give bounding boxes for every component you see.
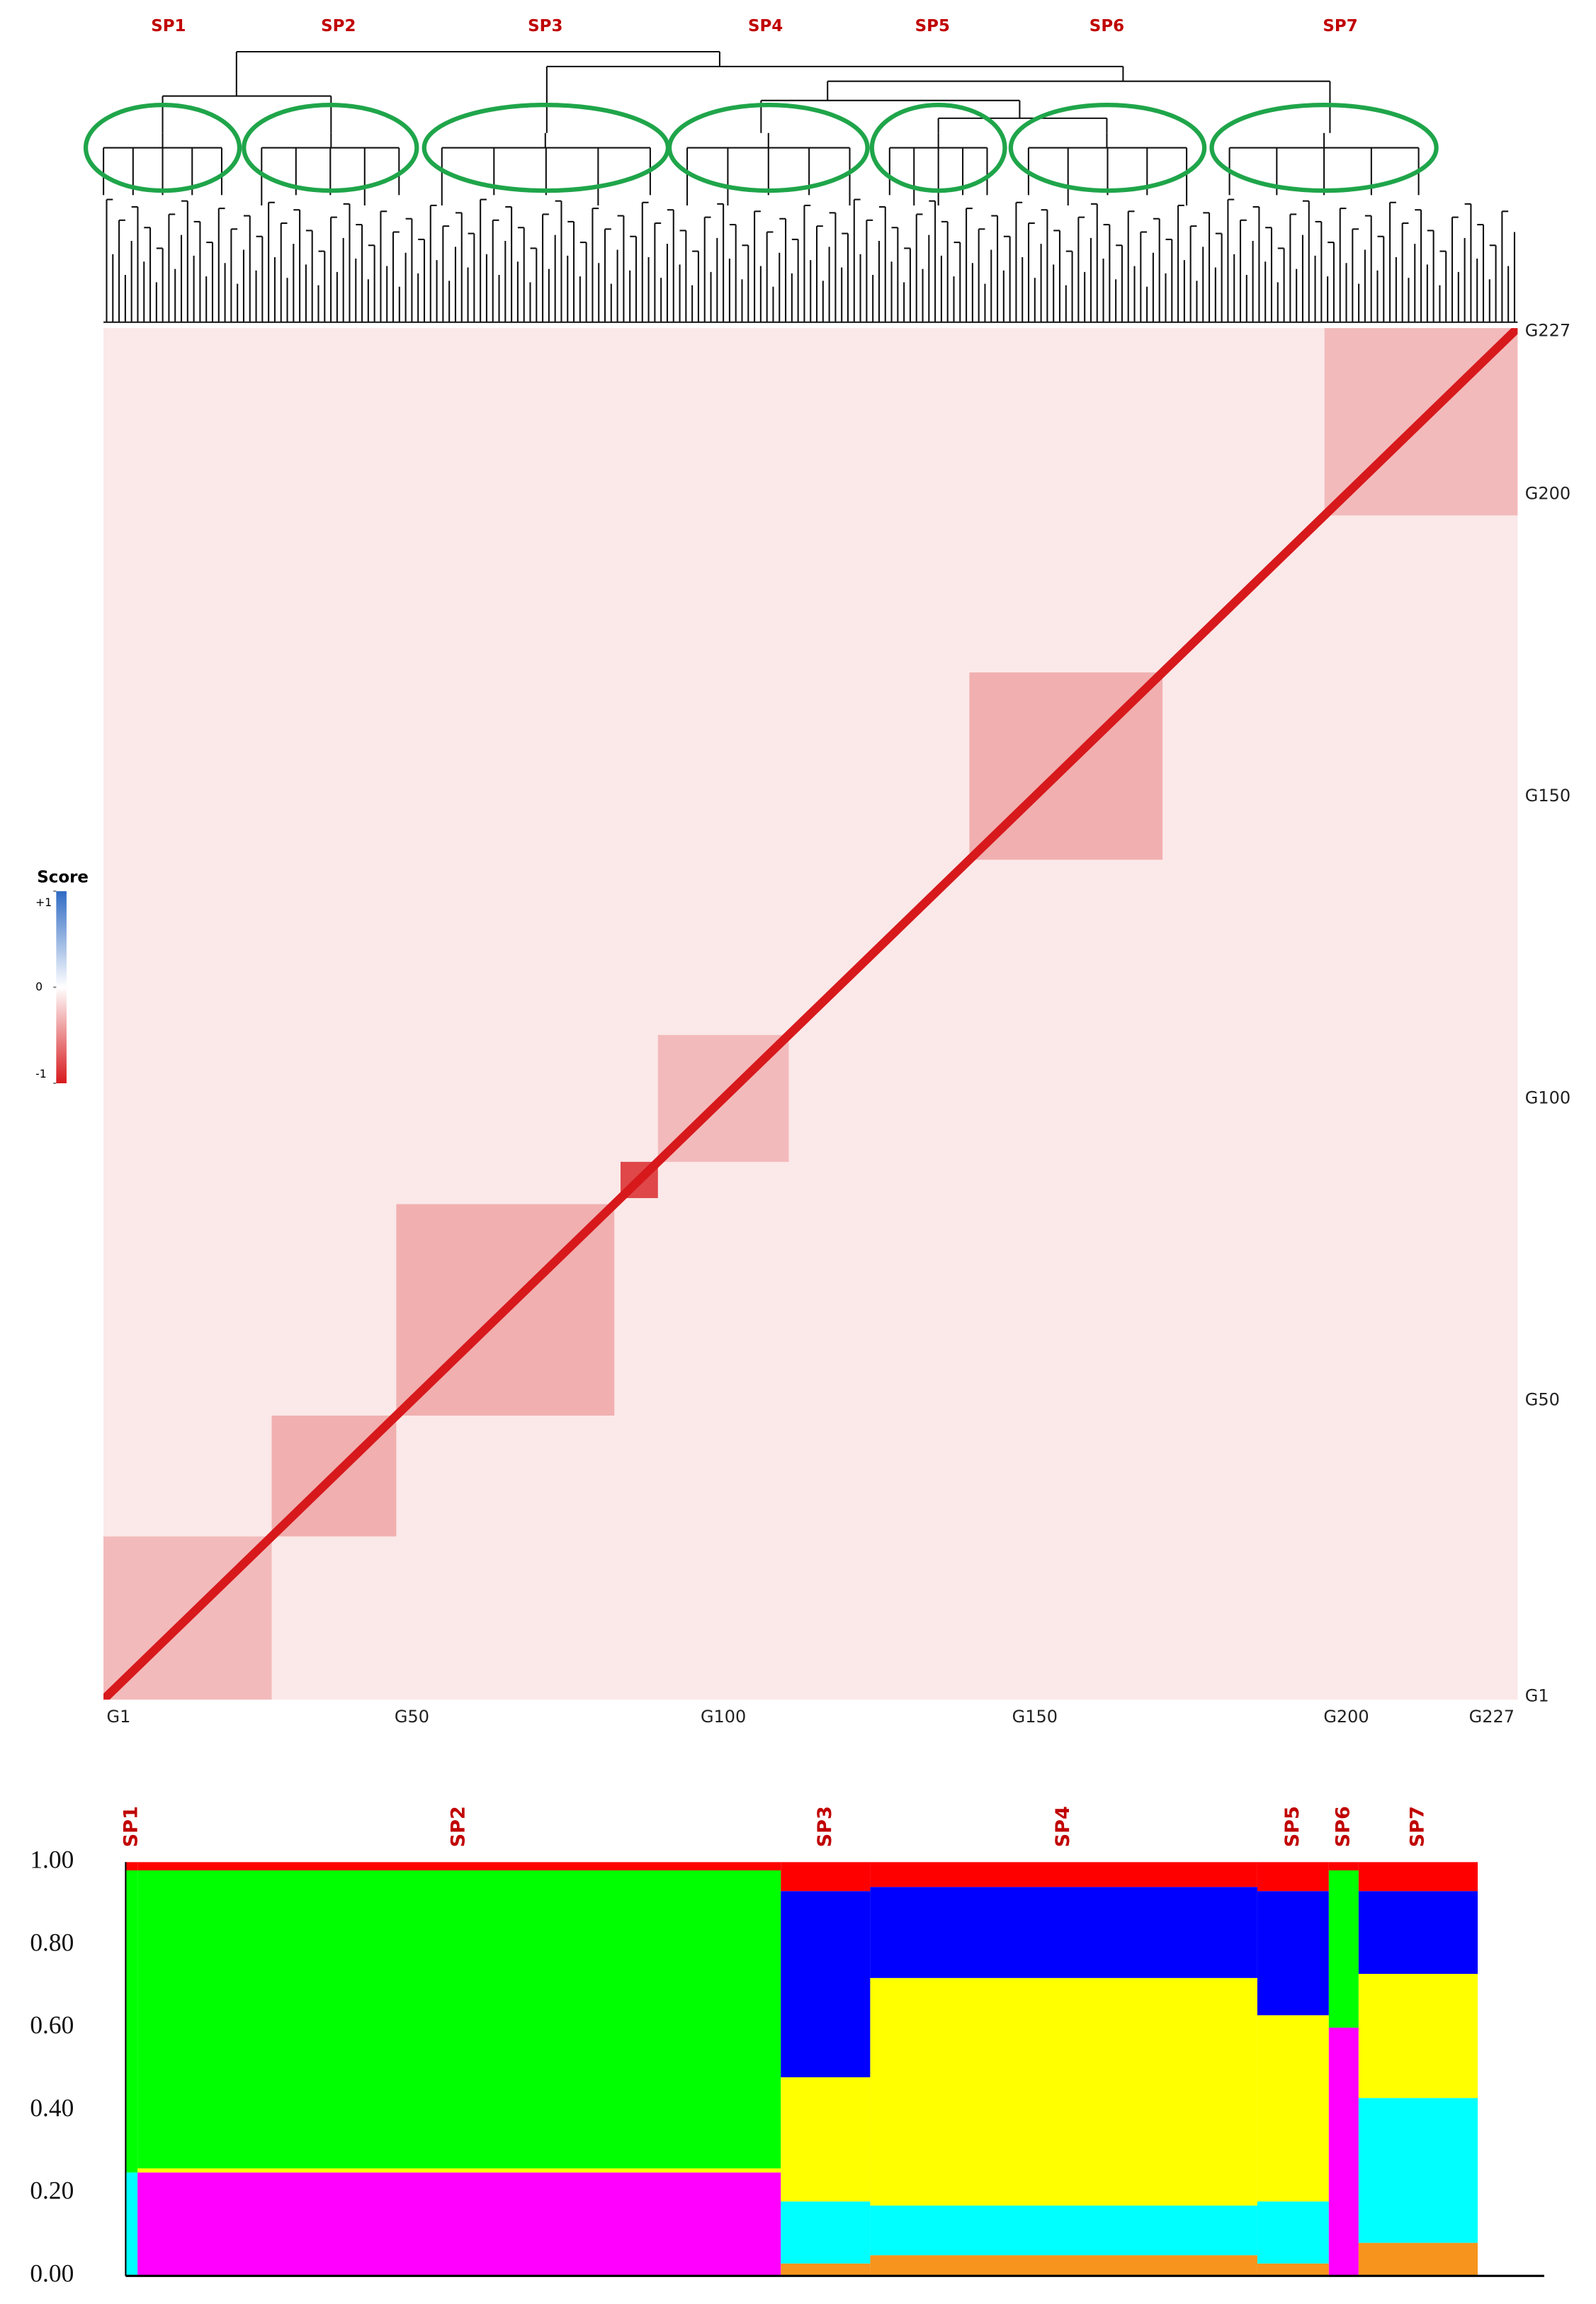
cluster-label: SP2 [321, 17, 356, 35]
group-label: SP6 [1332, 1806, 1354, 1847]
colorbar-tick-label: 0 [35, 980, 43, 993]
y-tick-label: 0.40 [30, 2094, 74, 2122]
bar-segment [1328, 1870, 1359, 2028]
colorbar-title: Score [37, 869, 89, 887]
bar-segment [1358, 1973, 1478, 2099]
colorbar-tick-label: -1 [35, 1067, 47, 1080]
bar-segment [137, 2172, 781, 2276]
bar-segment [870, 1977, 1257, 2206]
cluster-ellipse [1209, 102, 1439, 193]
heatmap-diagonal [103, 328, 1518, 1700]
y-tick-label: 0.80 [30, 1928, 74, 1956]
cluster-ellipse [869, 102, 1007, 193]
cluster-ellipse [83, 102, 242, 193]
bar-segment [1257, 1891, 1329, 2016]
x-tick-label: G100 [701, 1707, 746, 1727]
colorbar [56, 891, 67, 1084]
bar-segment [137, 1870, 781, 2169]
cluster-label: SP6 [1090, 17, 1124, 35]
group-label: SP3 [814, 1806, 836, 1847]
colorbar-tick-label: +1 [35, 896, 52, 909]
bar-segment [125, 1870, 138, 2173]
y-tick-label: G200 [1525, 484, 1570, 504]
y-tick-label: 0.60 [30, 2011, 74, 2039]
bar-segment [1257, 1862, 1329, 1892]
bar-segment [125, 2172, 138, 2276]
group-label: SP7 [1406, 1806, 1428, 1847]
y-tick-label: G50 [1525, 1390, 1560, 1410]
cluster-label: SP3 [528, 17, 562, 35]
y-tick-label: 1.00 [30, 1845, 74, 1873]
bar-segment [1257, 2015, 1329, 2202]
bar-segment [781, 1862, 871, 1892]
cluster-label: SP7 [1323, 17, 1357, 35]
bar-segment [870, 2206, 1257, 2256]
bar-segment [781, 2201, 871, 2264]
cluster-label: SP4 [748, 17, 783, 35]
x-tick-label: G1 [106, 1707, 130, 1727]
group-label: SP4 [1052, 1806, 1074, 1847]
group-label: SP2 [448, 1806, 470, 1847]
bar-segment [137, 1862, 781, 1870]
group-label: SP5 [1281, 1806, 1303, 1847]
y-tick-label: G227 [1525, 320, 1570, 340]
bar-segment [125, 1862, 138, 1870]
y-tick-label: G100 [1525, 1088, 1570, 1107]
x-tick-label: G200 [1323, 1707, 1369, 1727]
bar-segment [1358, 1862, 1478, 1892]
cluster-label: SP5 [915, 17, 950, 35]
bar-segment [1358, 2242, 1478, 2276]
bar-segment [870, 1862, 1257, 1887]
bar-segment [1257, 2201, 1329, 2264]
bar-segment [1358, 1891, 1478, 1974]
bar-segment [870, 1887, 1257, 1978]
cluster-ellipse [242, 102, 419, 193]
cluster-ellipse [1008, 102, 1207, 193]
cluster-ellipse [667, 102, 870, 193]
group-label: SP1 [120, 1806, 142, 1847]
x-tick-label: G50 [395, 1707, 429, 1727]
x-tick-label: G150 [1012, 1707, 1058, 1727]
bar-segment [781, 2077, 871, 2202]
bar-segment [781, 1891, 871, 2078]
bar-segment [1257, 2263, 1329, 2276]
bar-segment [1358, 2098, 1478, 2243]
bar-segment [1328, 2027, 1359, 2276]
x-tick-label: G227 [1469, 1707, 1515, 1727]
y-tick-label: G1 [1525, 1686, 1549, 1706]
bar-segment [1328, 1862, 1359, 1870]
cluster-label: SP1 [151, 17, 186, 35]
bar-segment [781, 2263, 871, 2276]
y-tick-label: G150 [1525, 786, 1570, 806]
y-tick-label: 0.20 [30, 2176, 74, 2205]
bar-segment [137, 2168, 781, 2173]
y-tick-label: 0.00 [30, 2259, 74, 2288]
bar-segment [870, 2255, 1257, 2276]
